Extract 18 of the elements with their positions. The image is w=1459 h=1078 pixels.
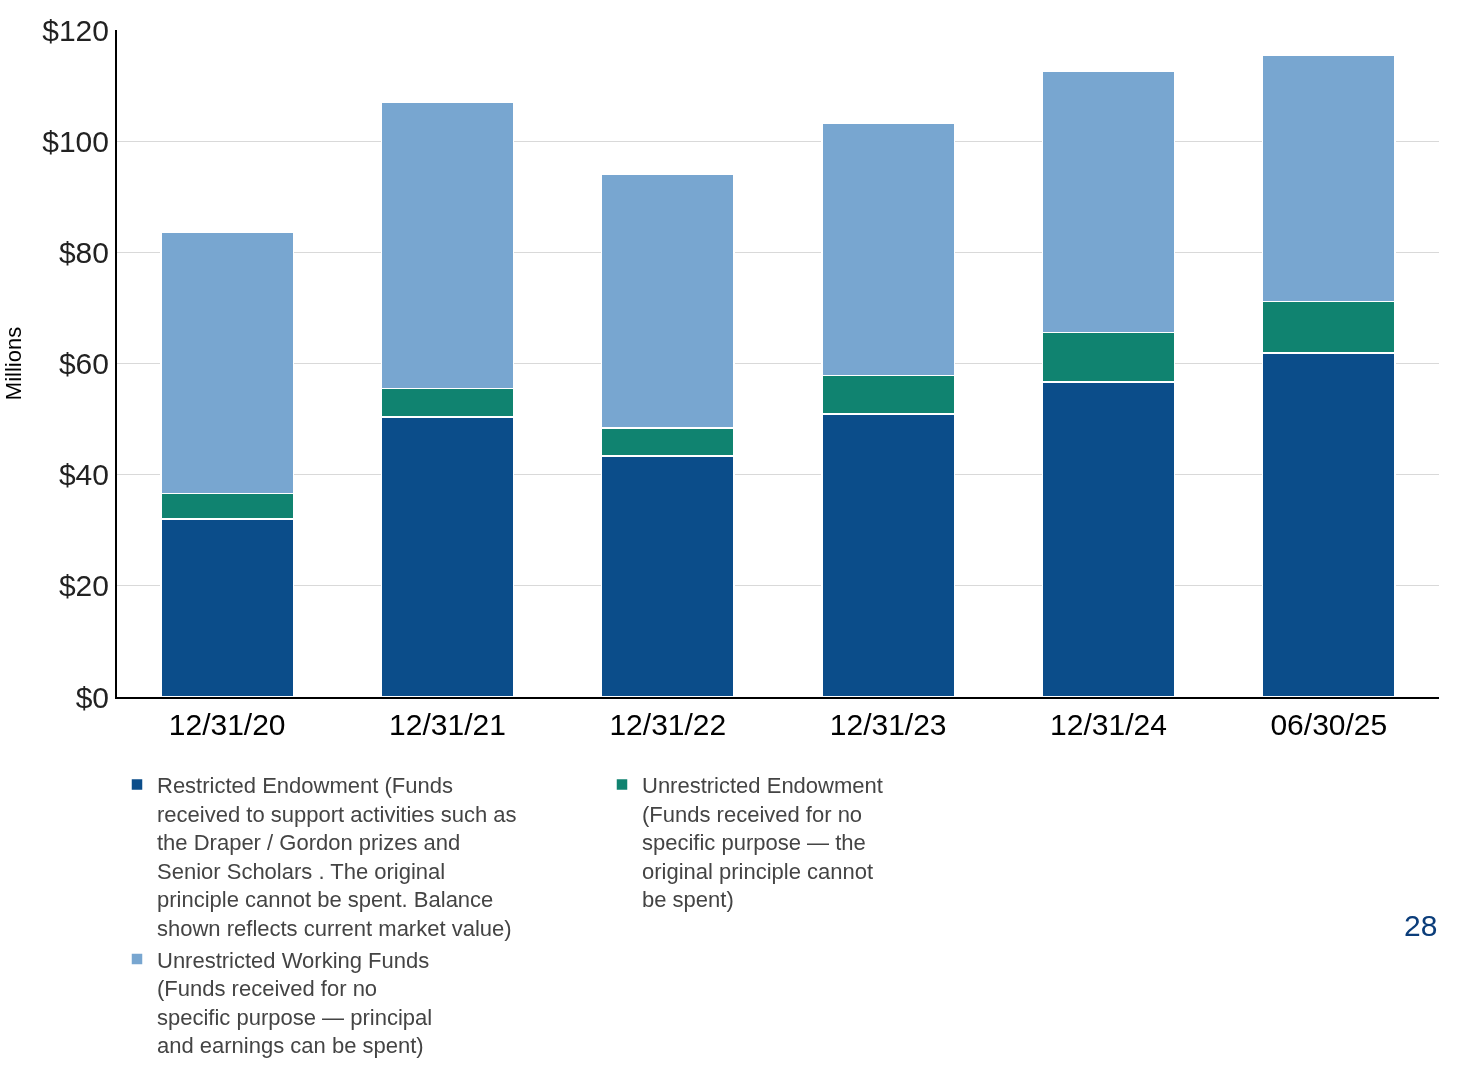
x-tick-label: 12/31/22: [609, 708, 727, 741]
y-tick-label: $100: [42, 124, 109, 158]
text: 28: [1404, 909, 1438, 942]
y-axis-title: Millions: [0, 326, 26, 401]
y-tick-label: $20: [58, 569, 109, 603]
legend-label: Restricted Endowment (Funds received to support activities such as the Draper / Gordon prizes and Senior Scholars . The original principle cannot be spent. Balance shown reflects current market value): [157, 773, 517, 942]
y-tick-label: $0: [75, 680, 109, 714]
y-tick-label: $80: [58, 235, 109, 269]
legend-label: Unrestricted Working Funds (Funds received for no specific purpose — principal and earnings can be spent): [157, 947, 433, 1059]
y-tick-label: $60: [58, 347, 109, 380]
x-tick-label: 12/31/21: [389, 708, 506, 741]
x-tick-label: 12/31/20: [168, 708, 286, 741]
legend-label: Unrestricted Endowment (Funds received for no specific purpose — the original principle cannot be spent): [642, 773, 883, 913]
x-tick-label: 06/30/25: [1270, 708, 1388, 741]
x-tick-label: 12/31/23: [829, 708, 947, 741]
x-tick-label: 12/31/24: [1050, 708, 1167, 741]
y-tick-label: $40: [58, 458, 109, 492]
y-tick-label: $120: [42, 13, 109, 47]
